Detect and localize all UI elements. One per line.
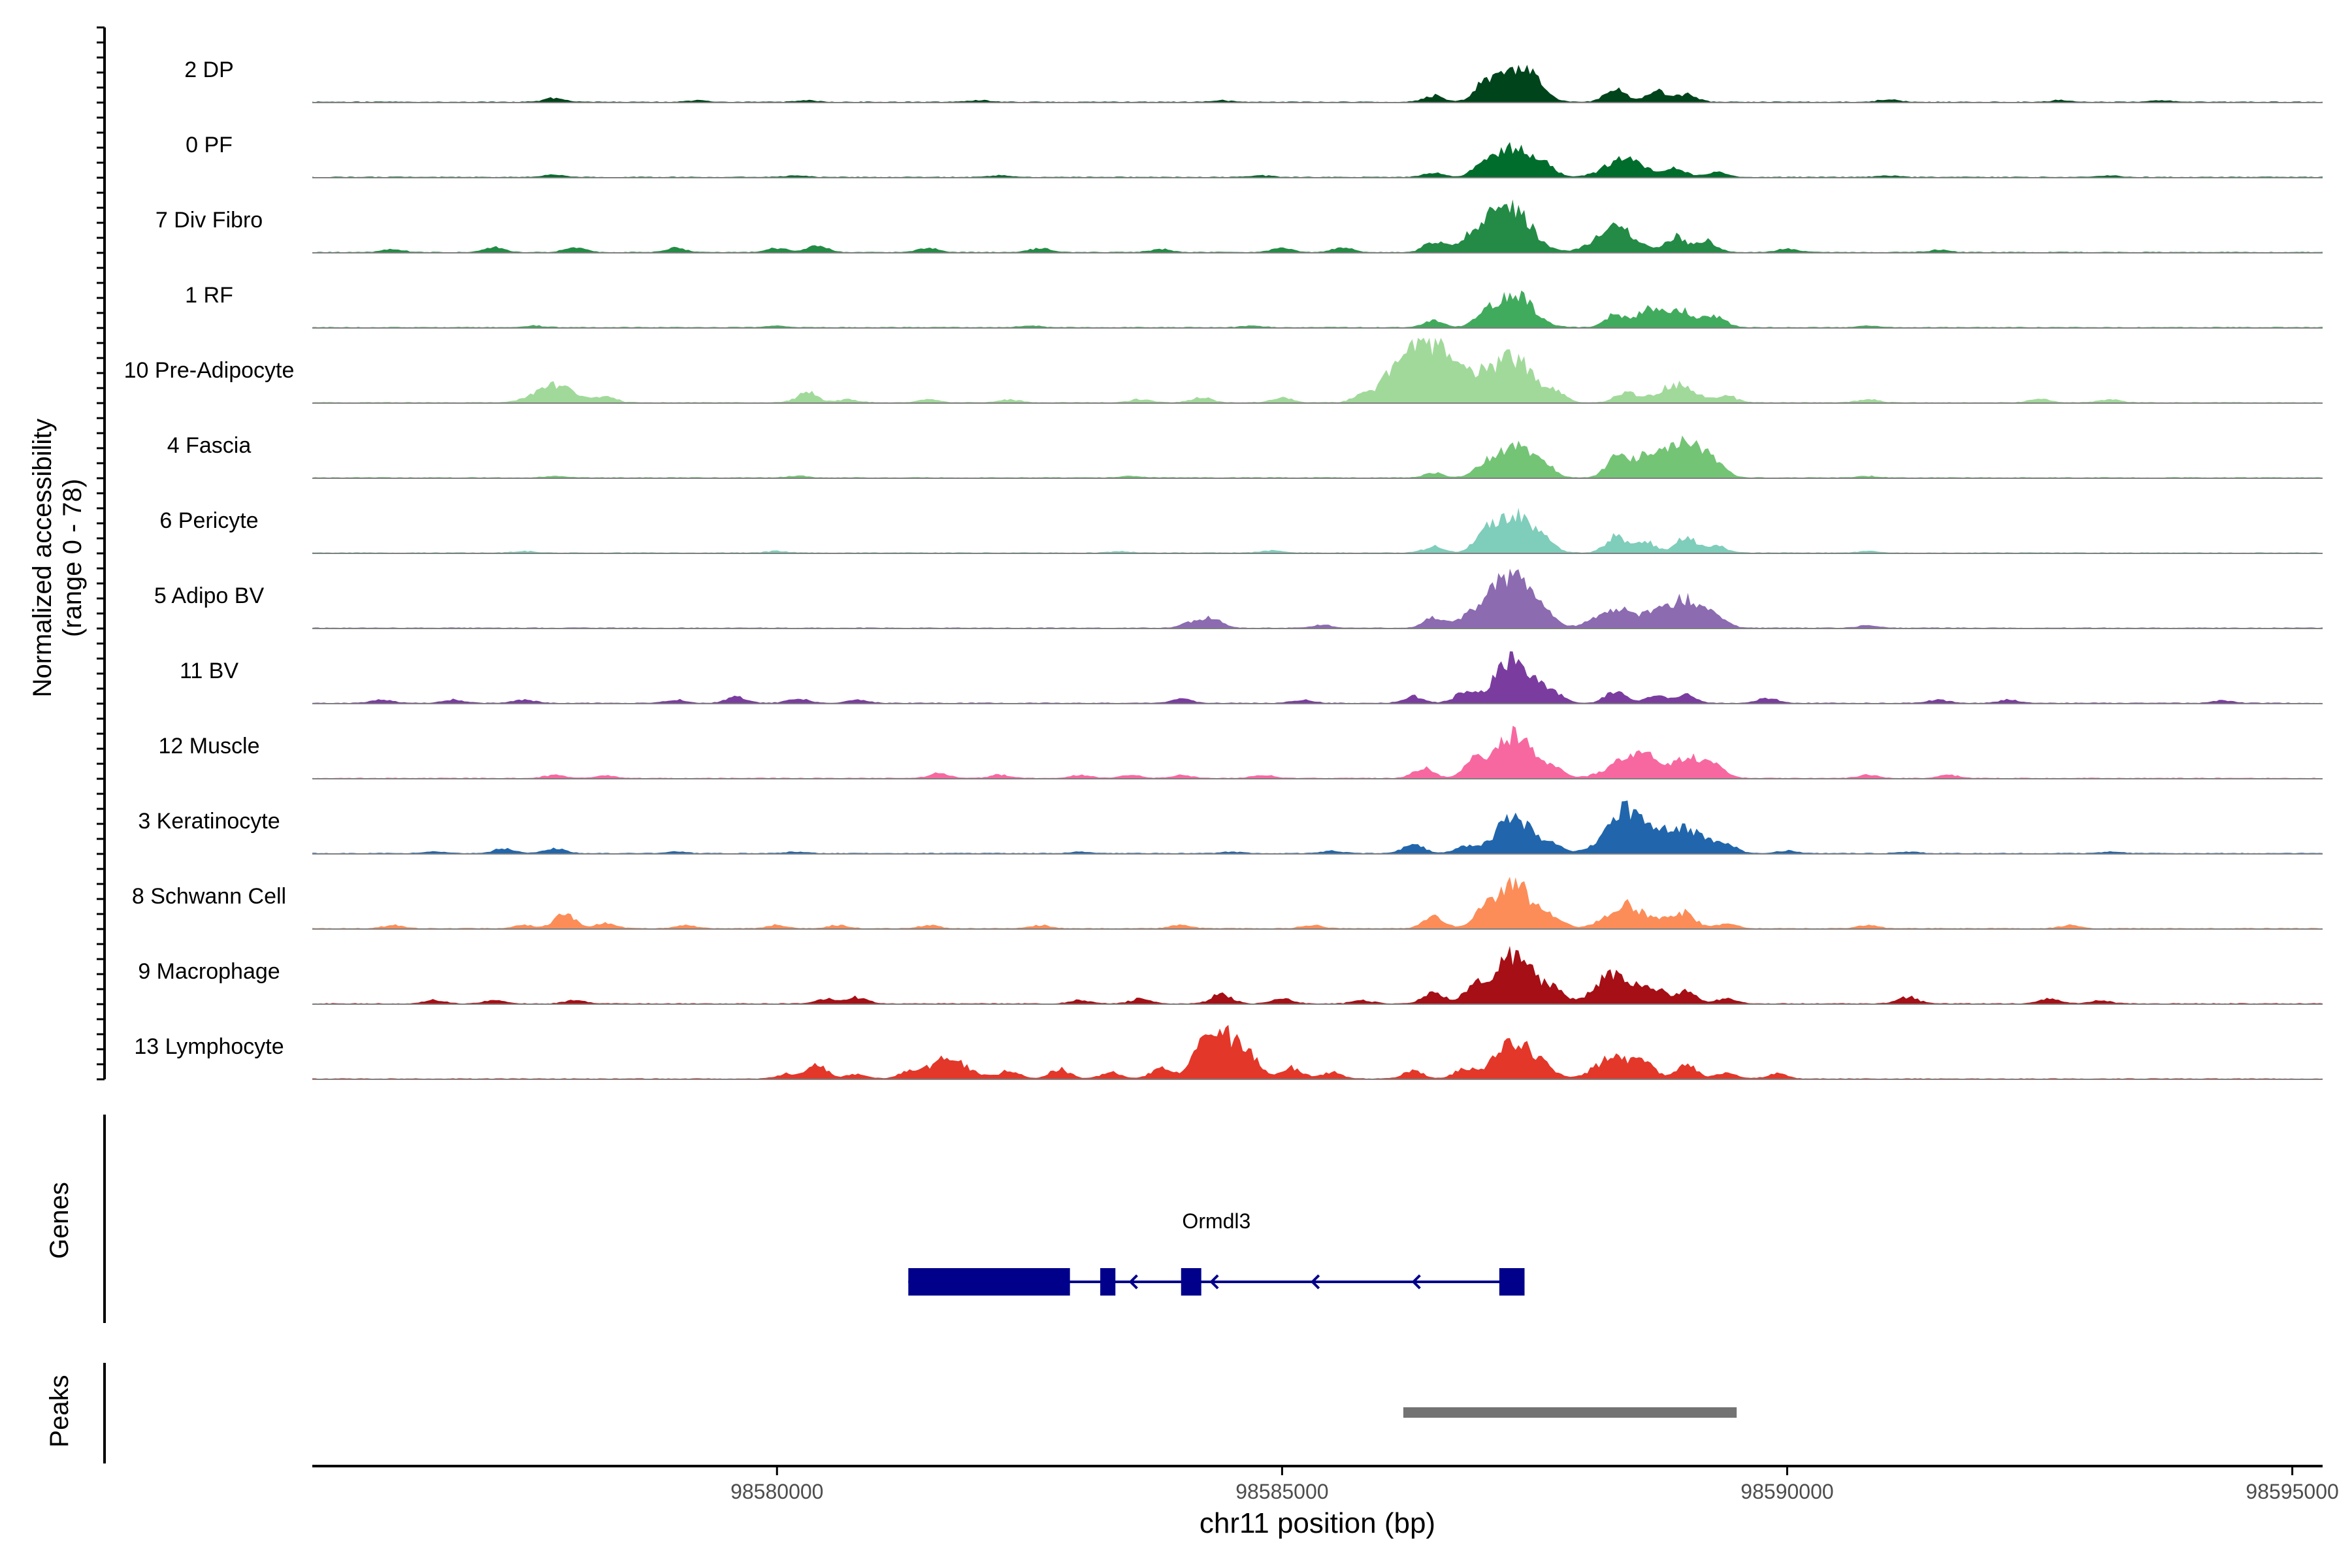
track-coverage-area [312, 290, 2323, 328]
track-label: 13 Lymphocyte [134, 1034, 284, 1059]
track-label: 2 DP [184, 57, 234, 82]
strand-arrow [1310, 1274, 1320, 1290]
track: 10 Pre-Adipocyte [124, 338, 2323, 404]
track: 8 Schwann Cell [132, 877, 2323, 930]
x-axis: 98580000 98585000 98590000 98595000 [312, 1465, 2339, 1503]
track: 13 Lymphocyte [134, 1024, 2323, 1080]
track-label: 8 Schwann Cell [132, 884, 286, 909]
coverage-tracks: 2 DP 0 PF 7 Div Fibro 1 RF 10 Pre-Adipocyte 4… [124, 57, 2323, 1080]
track: 9 Macrophage [138, 945, 2323, 1005]
track-label: 12 Muscle [159, 734, 260, 759]
strand-arrow [1411, 1274, 1421, 1290]
track-label: 4 Fascia [167, 433, 252, 458]
track-coverage-area [312, 65, 2323, 103]
gene-exon [908, 1268, 1070, 1296]
track-coverage-area [312, 142, 2323, 178]
track-label: 10 Pre-Adipocyte [124, 358, 295, 383]
strand-arrow [1209, 1274, 1219, 1290]
y-axis-label-range: (range 0 - 78) [58, 479, 87, 637]
track-coverage-area [312, 435, 2323, 478]
track-coverage-area [312, 651, 2323, 704]
x-tick-label: 98595000 [2246, 1480, 2338, 1503]
track-label: 6 Pericyte [159, 508, 258, 533]
track-label: 0 PF [186, 133, 233, 157]
peak-regions [1403, 1407, 1737, 1418]
track: 4 Fascia [167, 433, 2323, 479]
track-coverage-area [312, 945, 2323, 1004]
gene-exon [1181, 1268, 1201, 1296]
track-label: 1 RF [185, 283, 233, 308]
track-coverage-area [312, 568, 2323, 629]
track: 12 Muscle [159, 725, 2323, 779]
gene-exon [1499, 1268, 1525, 1296]
track-label: 7 Div Fibro [155, 208, 263, 233]
track: 11 BV [180, 651, 2323, 704]
track-coverage-area [312, 1024, 2323, 1079]
gene-exon [1100, 1268, 1116, 1296]
track: 2 DP [184, 57, 2323, 103]
genes-panel-label: Genes [45, 1182, 74, 1259]
track: 1 RF [185, 283, 2323, 329]
y-axis [97, 26, 106, 1081]
track-label: 11 BV [180, 659, 238, 683]
track-label: 5 Adipo BV [154, 583, 265, 608]
track: 7 Div Fibro [155, 199, 2323, 253]
track-label: 9 Macrophage [138, 959, 280, 984]
track: 5 Adipo BV [154, 568, 2323, 629]
track-coverage-area [312, 725, 2323, 779]
peak-region-bar [1403, 1407, 1737, 1418]
track-coverage-area [312, 508, 2323, 553]
track-coverage-area [312, 199, 2323, 253]
y-axis-label: Normalized accessibility [28, 419, 57, 698]
x-tick-label: 98585000 [1235, 1480, 1328, 1503]
gene-track [908, 1268, 1525, 1296]
track-coverage-area [312, 877, 2323, 929]
gene-name-label: Ormdl3 [1182, 1209, 1250, 1233]
strand-arrow [1128, 1274, 1138, 1290]
track-label: 3 Keratinocyte [138, 809, 280, 834]
track: 3 Keratinocyte [138, 800, 2323, 855]
track-coverage-area [312, 338, 2323, 403]
x-axis-label: chr11 position (bp) [1200, 1507, 1435, 1539]
x-tick-label: 98590000 [1740, 1480, 1833, 1503]
peaks-panel-label: Peaks [45, 1375, 74, 1447]
track-coverage-area [312, 800, 2323, 854]
track: 0 PF [186, 133, 2323, 178]
track: 6 Pericyte [159, 508, 2323, 554]
x-tick-label: 98580000 [730, 1480, 823, 1503]
